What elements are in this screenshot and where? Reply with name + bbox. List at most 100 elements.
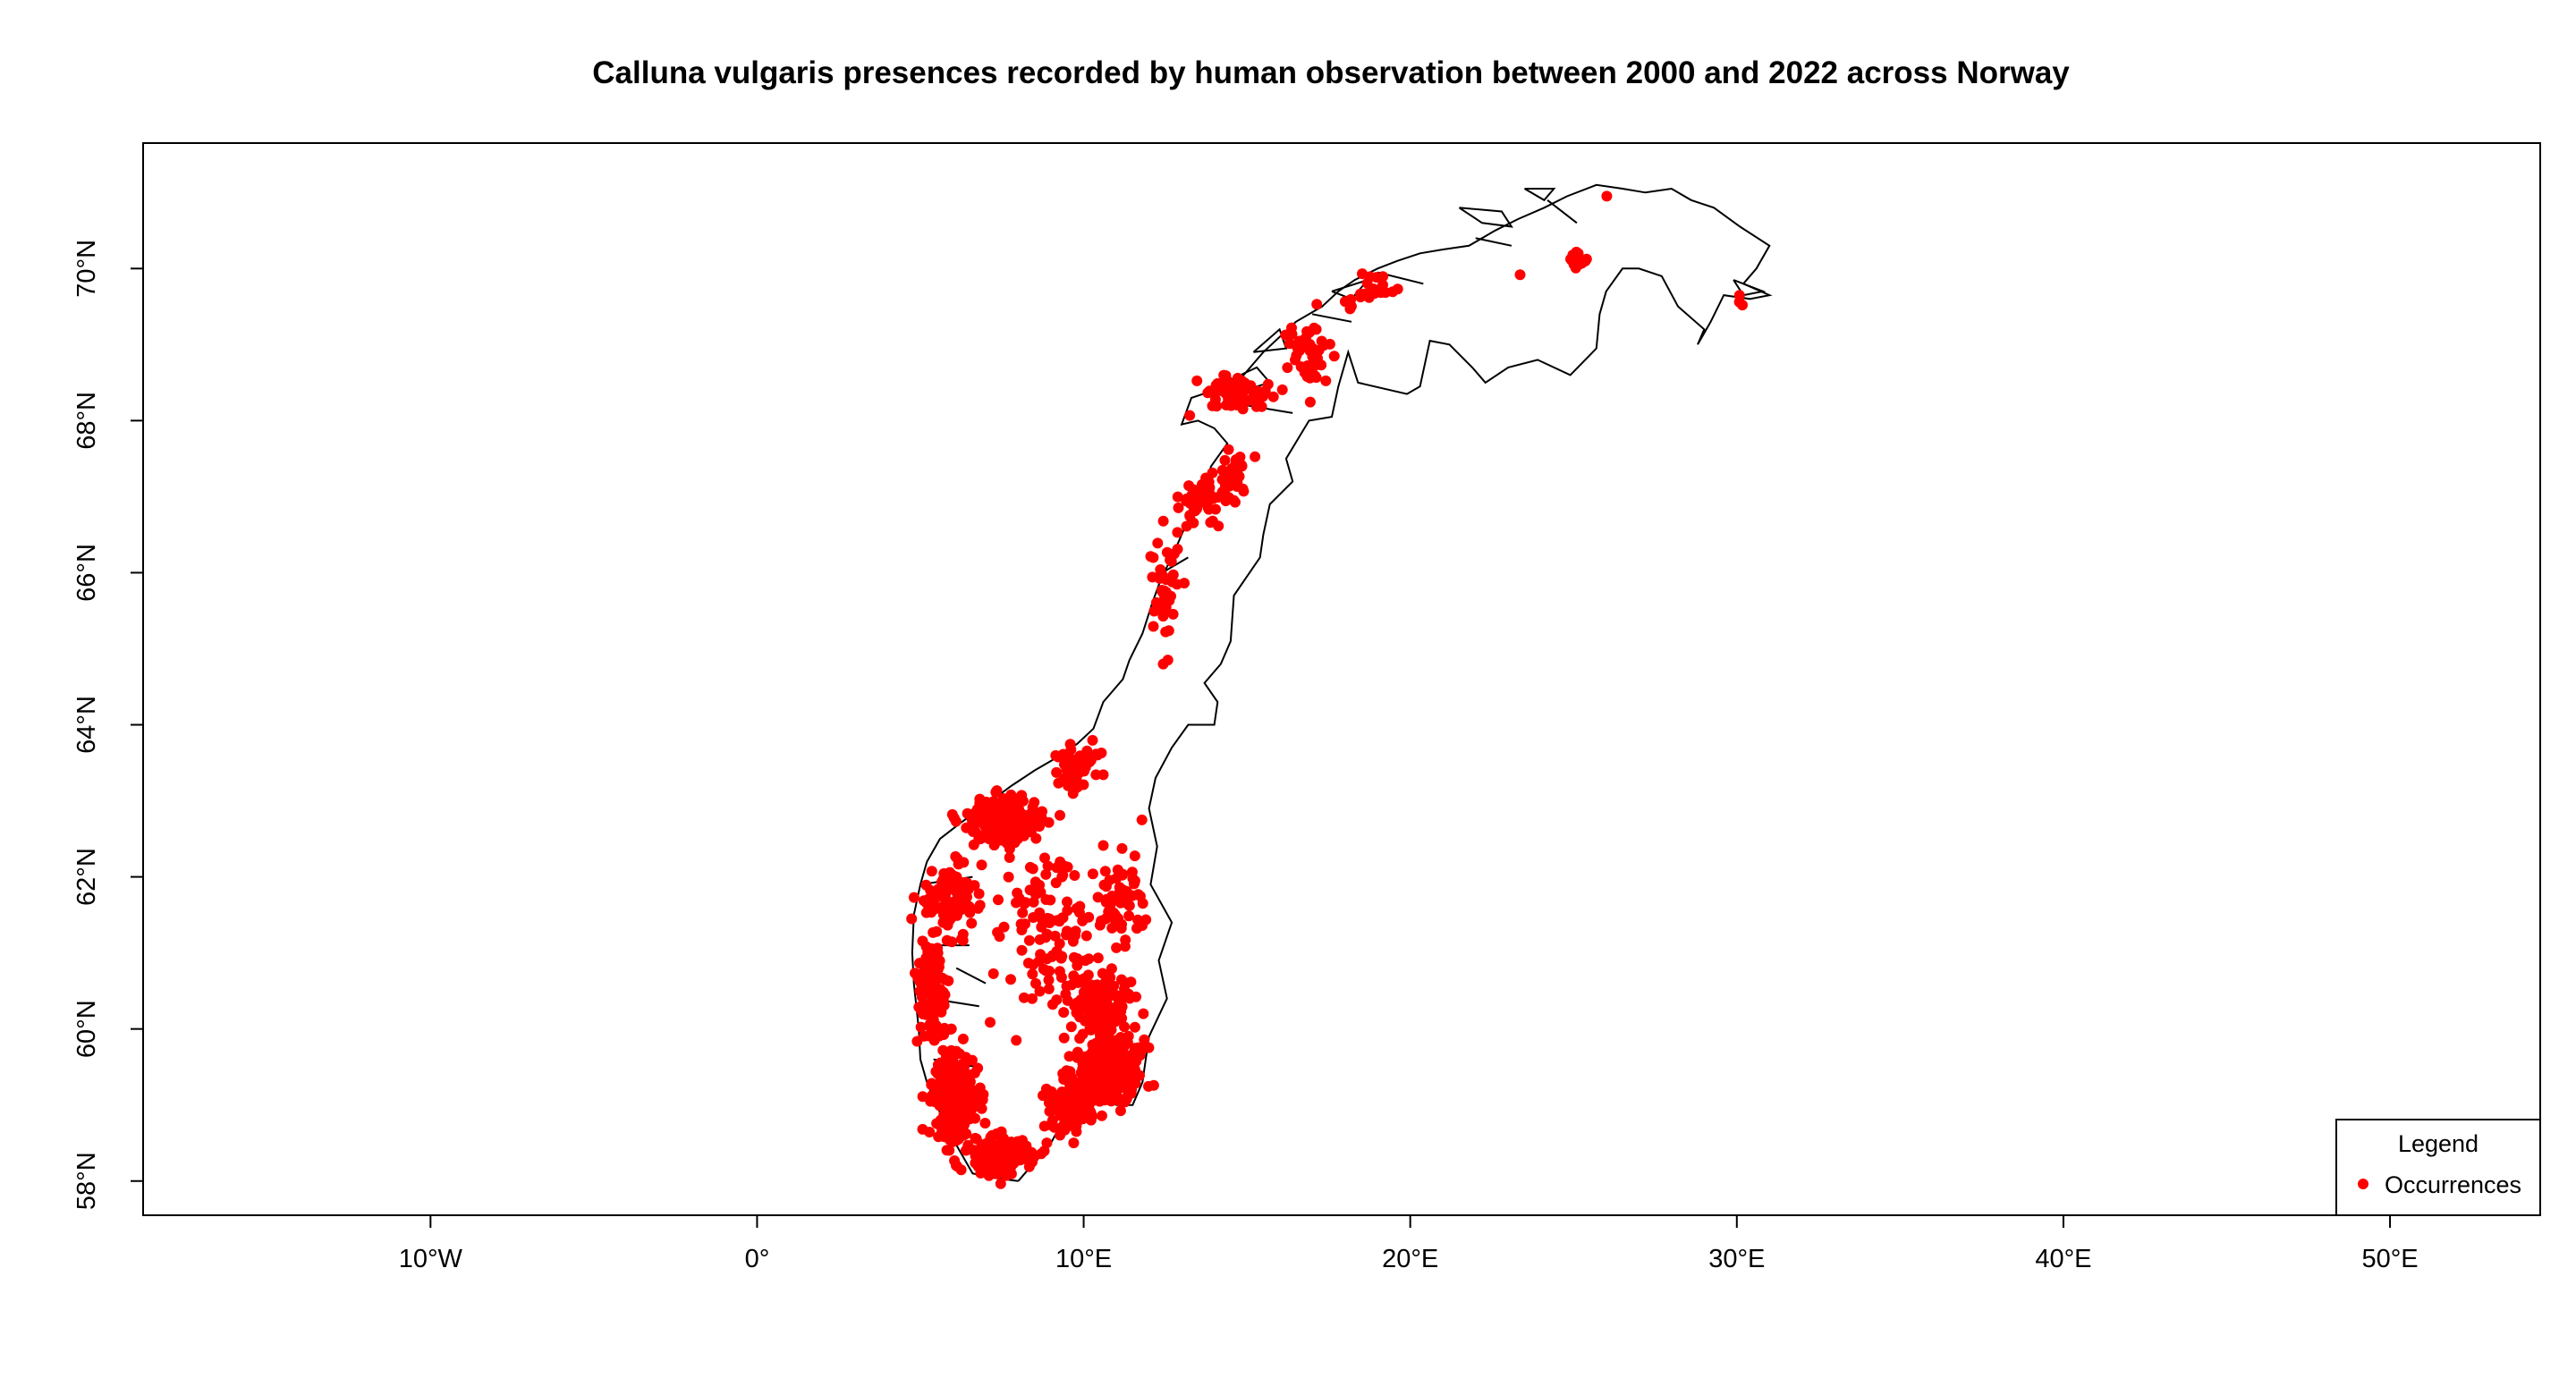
occurrence-point (1080, 1015, 1091, 1027)
occurrence-point (1106, 1087, 1117, 1098)
occurrence-point (1233, 398, 1244, 410)
occurrence-point (1041, 928, 1053, 940)
occurrence-point (1148, 621, 1159, 632)
occurrence-point (1092, 952, 1104, 964)
occurrence-point (1069, 870, 1080, 881)
plot-frame (142, 142, 2541, 1216)
occurrence-point (1062, 896, 1072, 908)
occurrence-point (957, 928, 969, 940)
occurrence-point (1078, 779, 1089, 790)
occurrence-point (995, 1178, 1006, 1189)
occurrence-point (1152, 537, 1164, 549)
occurrence-point (1109, 1053, 1121, 1064)
occurrence-point (1115, 892, 1127, 904)
occurrence-point (1228, 387, 1240, 399)
occurrence-point (1328, 351, 1340, 362)
occurrence-point (990, 806, 1002, 817)
occurrence-point (937, 1081, 949, 1093)
occurrence-point (943, 975, 954, 986)
occurrence-point (1601, 190, 1613, 202)
occurrence-point (933, 1131, 945, 1143)
occurrence-point (924, 949, 936, 960)
occurrence-point (1172, 491, 1183, 503)
occurrence-point (1236, 382, 1248, 393)
occurrence-point (946, 902, 957, 914)
occurrence-point (1065, 1021, 1077, 1033)
occurrence-point (995, 834, 1005, 846)
occurrence-point (1114, 1105, 1126, 1117)
occurrence-point (1129, 1052, 1140, 1063)
occurrence-point (1036, 913, 1047, 925)
y-tick-label: 68°N (72, 392, 101, 450)
x-tick-label: 0° (745, 1245, 770, 1273)
occurrence-point (1117, 1051, 1129, 1062)
occurrence-point (1080, 980, 1092, 992)
occurrence-point (1043, 816, 1055, 828)
occurrence-point (942, 883, 953, 894)
occurrence-point (1003, 871, 1014, 883)
x-tick-label: 10°W (399, 1245, 463, 1273)
occurrence-point (923, 1030, 934, 1042)
occurrence-point (1160, 587, 1172, 598)
occurrence-point (1083, 953, 1095, 965)
y-tick-label: 64°N (72, 696, 101, 754)
occurrence-point (1068, 970, 1080, 982)
legend-point-symbol (2358, 1179, 2368, 1189)
occurrence-point (1033, 955, 1045, 967)
occurrence-point (956, 1107, 968, 1119)
occurrence-point (1106, 1024, 1117, 1036)
occurrence-point (939, 1111, 951, 1122)
occurrence-point (1024, 884, 1036, 896)
occurrence-point (1089, 993, 1101, 1004)
occurrence-point (1298, 341, 1309, 352)
occurrence-point (1280, 329, 1292, 341)
occurrence-point (1016, 944, 1028, 956)
occurrence-point (1066, 1097, 1078, 1109)
fjord-line (1546, 199, 1578, 224)
occurrence-point (1119, 1021, 1130, 1033)
occurrence-point (1291, 350, 1302, 361)
occurrence-point (1123, 899, 1134, 910)
occurrence-point (1027, 993, 1038, 1004)
occurrence-point (1089, 1059, 1100, 1069)
occurrence-point (1237, 483, 1249, 495)
occurrence-point (1011, 1035, 1022, 1046)
occurrence-point (1111, 1037, 1123, 1049)
occurrence-point (942, 1069, 953, 1080)
occurrence-point (1012, 887, 1023, 899)
occurrence-point (1038, 1120, 1050, 1132)
occurrence-point (1148, 605, 1160, 617)
occurrence-point (920, 879, 932, 891)
occurrence-point (1018, 992, 1030, 1003)
occurrence-point (1055, 1129, 1066, 1141)
occurrence-point (1160, 574, 1172, 586)
occurrence-point (1087, 1111, 1097, 1122)
occurrence-point (1027, 1156, 1038, 1168)
occurrence-point (976, 859, 987, 871)
occurrence-point (1028, 912, 1039, 923)
occurrence-point (1051, 862, 1063, 874)
occurrence-point (1129, 875, 1140, 886)
occurrence-point (979, 1118, 991, 1129)
occurrence-point (1216, 464, 1228, 476)
occurrence-point (996, 1149, 1007, 1161)
occurrence-point (1236, 460, 1248, 471)
occurrence-point (1034, 879, 1046, 891)
occurrence-point (1131, 923, 1142, 934)
y-tick-label: 62°N (72, 848, 101, 906)
occurrence-point (978, 1088, 989, 1100)
occurrence-point (929, 1096, 941, 1108)
occurrence-point (996, 1132, 1007, 1144)
occurrence-point (1058, 1007, 1070, 1019)
occurrence-point (1363, 292, 1375, 303)
occurrence-point (1054, 938, 1065, 950)
occurrence-point (1204, 482, 1216, 494)
occurrence-point (1091, 979, 1103, 991)
occurrence-point (1027, 863, 1038, 875)
occurrence-point (1737, 300, 1748, 311)
occurrence-point (1109, 909, 1121, 921)
occurrence-point (1010, 1143, 1021, 1154)
occurrence-point (1092, 1083, 1103, 1095)
occurrence-point (997, 793, 1009, 804)
